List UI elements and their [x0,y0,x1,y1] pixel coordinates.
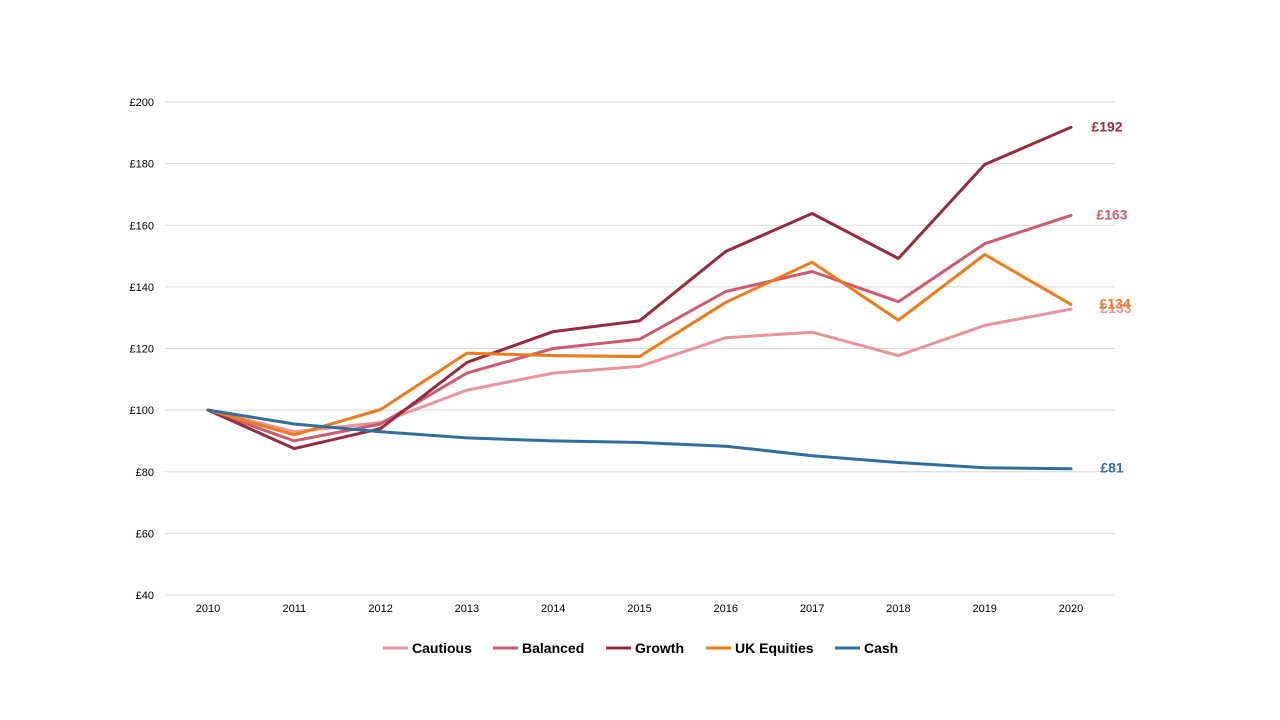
y-tick-label: £160 [130,220,154,232]
x-tick-label: 2015 [627,603,651,615]
series-line-cautious [206,307,1073,434]
legend-label: Growth [635,640,684,656]
end-label-uk_equities: £134 [1099,295,1130,311]
legend: Cautious Balanced Growth UK Equities Cash [383,640,898,656]
x-tick-label: 2017 [800,603,824,615]
y-tick-label: £140 [130,282,154,294]
x-tick-label: 2020 [1059,603,1083,615]
end-labels: £133 £163 £192 £134 £81 [1091,118,1131,475]
legend-label: Balanced [522,640,584,656]
legend-item-growth: Growth [606,640,684,656]
y-axis-ticks: £40 £60 £80 £100 £120 £140 £160 £180 £200 [130,97,154,602]
end-label-cautious: £133 [1100,300,1131,316]
y-tick-label: £60 [136,528,154,540]
y-tick-label: £40 [136,590,154,602]
legend-item-uk_equities: UK Equities [706,640,814,656]
series-line-cash [206,408,1073,471]
x-tick-label: 2010 [196,603,220,615]
legend-item-balanced: Balanced [493,640,584,656]
series-lines [206,125,1073,471]
x-tick-label: 2013 [455,603,479,615]
y-tick-label: £200 [130,97,154,109]
y-tick-label: £100 [130,405,154,417]
x-tick-label: 2016 [714,603,738,615]
series-line-uk_equities [206,253,1073,437]
y-tick-label: £80 [136,467,154,479]
x-axis-ticks: 2010 2011 2012 2013 2014 2015 2016 2017 2018 2019… [196,603,1083,615]
x-tick-label: 2011 [282,603,306,615]
legend-label: Cash [864,640,898,656]
y-tick-label: £180 [130,159,154,171]
gridlines [165,101,1115,596]
x-tick-label: 2018 [886,603,910,615]
end-label-cash: £81 [1100,460,1124,476]
series-line-balanced [206,213,1073,443]
legend-item-cash: Cash [835,640,898,656]
x-tick-label: 2019 [972,603,996,615]
series-line-growth [206,125,1073,451]
x-tick-label: 2014 [541,603,565,615]
legend-label: UK Equities [735,640,814,656]
y-tick-label: £120 [130,344,154,356]
end-label-growth: £192 [1091,118,1122,134]
legend-label: Cautious [412,640,472,656]
legend-item-cautious: Cautious [383,640,472,656]
end-label-balanced: £163 [1096,206,1127,222]
x-tick-label: 2012 [368,603,392,615]
